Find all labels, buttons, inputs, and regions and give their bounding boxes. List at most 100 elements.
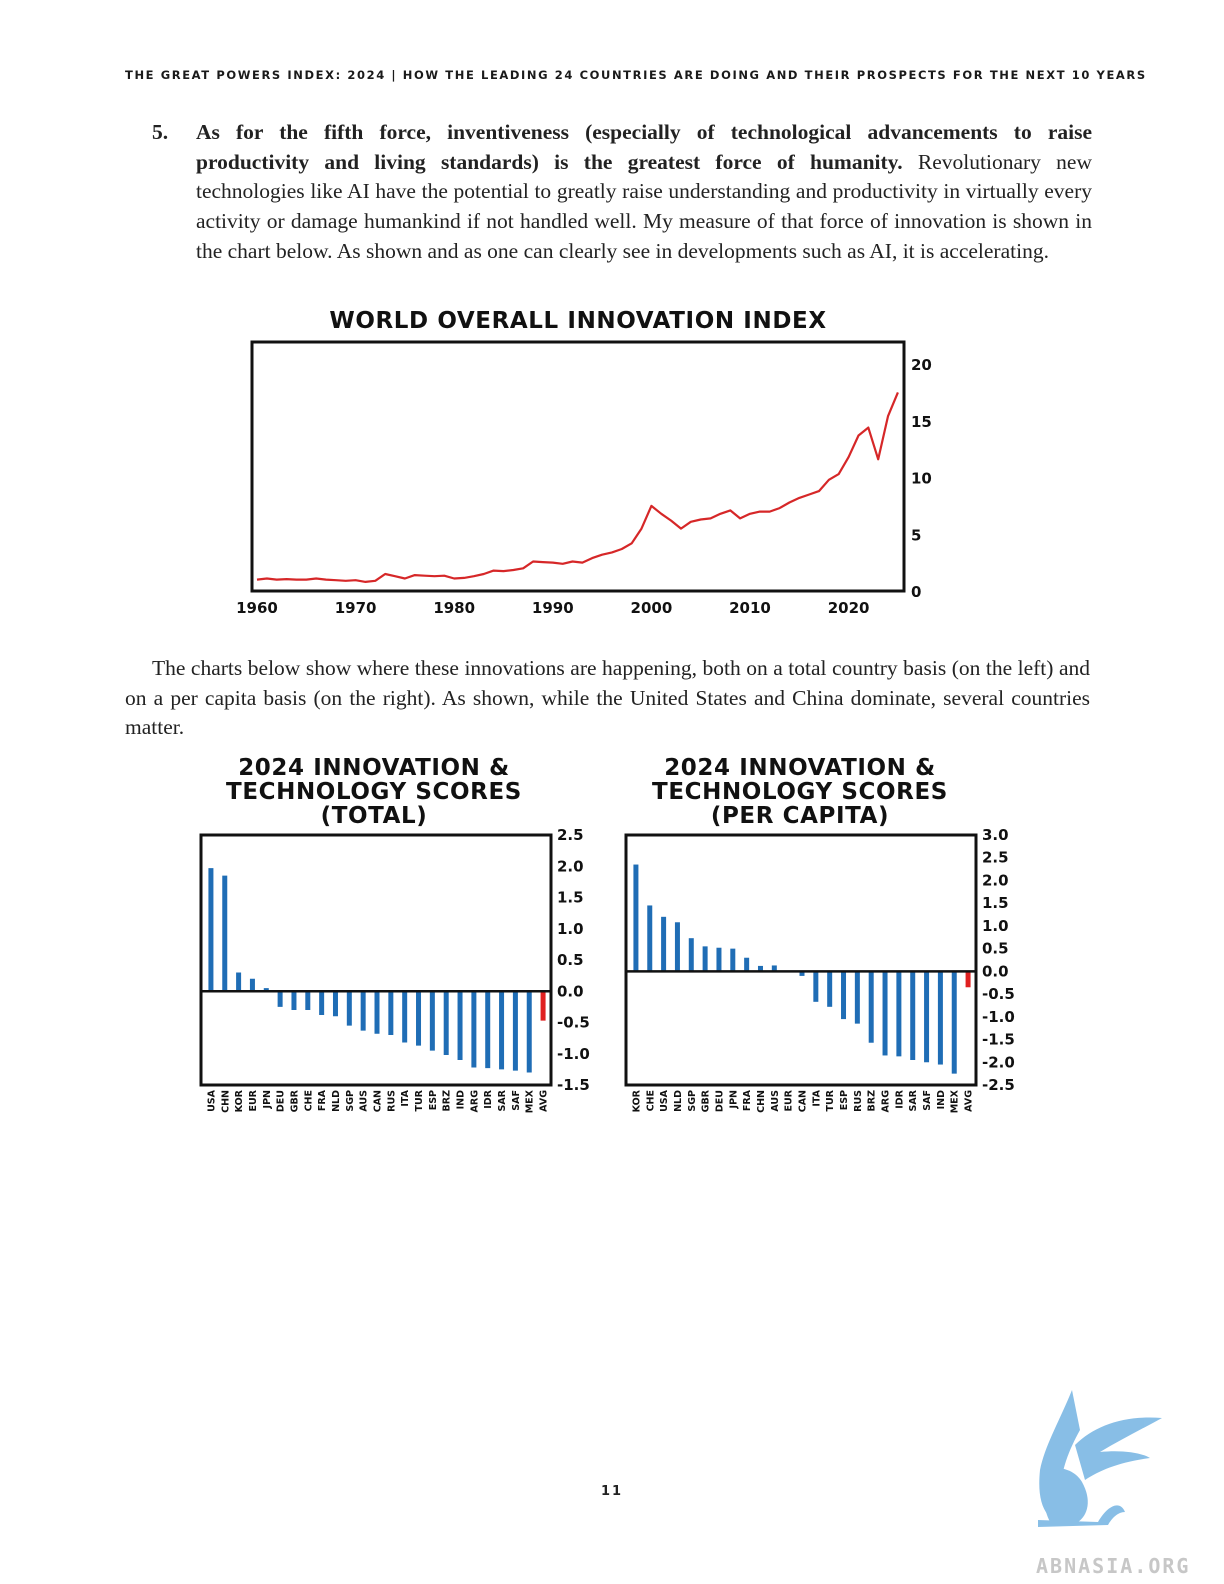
total-bar-ind	[457, 991, 463, 1060]
y-tick-label: 5	[911, 526, 921, 544]
per-capita-bar-sgp	[688, 938, 694, 972]
total-bar-gbr	[291, 991, 297, 1010]
per-capita-bar-gbr	[702, 946, 708, 972]
per-capita-y-tick-label: 0.5	[982, 940, 1009, 958]
per-capita-category-label: CHE	[645, 1090, 656, 1111]
per-capita-y-tick-label: -0.5	[982, 985, 1015, 1003]
per-capita-bar-eur	[785, 971, 791, 973]
innovation-index-line	[256, 391, 899, 584]
per-capita-bar-aus	[771, 965, 777, 972]
total-bar-fra	[319, 991, 325, 1015]
total-bar-jpn	[263, 988, 269, 992]
total-bar-rus	[388, 991, 394, 1035]
line-chart-title: WORLD OVERALL INNOVATION INDEX	[329, 308, 827, 334]
y-tick-label: 0	[911, 583, 921, 601]
per-capita-category-label: ARG	[881, 1090, 892, 1113]
total-bar-mex	[526, 991, 532, 1073]
charts-intro-paragraph: The charts below show where these innova…	[125, 656, 1090, 740]
per-capita-bar-deu	[716, 947, 722, 972]
y-tick-label: 10	[911, 470, 932, 488]
total-y-tick-label: 2.0	[557, 857, 584, 875]
point-number: 5.	[152, 120, 169, 144]
per-capita-bar-chart-frame	[624, 833, 978, 1087]
per-capita-bar-kor	[633, 864, 639, 972]
total-category-label: GBR	[289, 1089, 300, 1112]
total-category-label: CHN	[220, 1090, 231, 1113]
total-bar-ita	[402, 991, 408, 1043]
per-capita-category-label: ESP	[839, 1090, 850, 1110]
per-capita-bar-chart-title: 2024 INNOVATION & TECHNOLOGY SCORES (PER…	[652, 755, 948, 829]
total-category-label: USA	[206, 1089, 217, 1112]
total-category-label: AUS	[359, 1090, 370, 1112]
per-capita-category-label: CAN	[798, 1090, 809, 1112]
total-bar-usa	[208, 868, 214, 992]
per-capita-bar-rus	[854, 971, 860, 1024]
total-bar-chart-frame	[199, 833, 553, 1087]
per-capita-category-label: DEU	[714, 1090, 725, 1112]
total-category-label: JPN	[262, 1090, 273, 1109]
total-bar-tur	[416, 991, 422, 1046]
total-category-label: BRZ	[442, 1090, 453, 1112]
total-bar-saf	[512, 991, 518, 1071]
per-capita-category-label: NLD	[673, 1090, 684, 1112]
total-category-label: FRA	[317, 1089, 328, 1111]
per-capita-category-label: SGP	[687, 1090, 698, 1112]
total-category-label: EUR	[248, 1089, 259, 1111]
per-capita-category-label: IDR	[894, 1089, 905, 1108]
total-y-tick-label: 0.5	[557, 951, 584, 969]
total-bar-brz	[443, 991, 449, 1055]
per-capita-category-label: EUR	[784, 1089, 795, 1111]
per-capita-y-tick-label: -2.0	[982, 1053, 1015, 1071]
point-five-text: Revolutionary new technologies like AI h…	[196, 149, 1092, 263]
total-y-tick-label: -0.5	[557, 1014, 590, 1032]
per-capita-bar-nld	[674, 922, 680, 972]
total-y-tick-label: -1.0	[557, 1045, 590, 1063]
per-capita-category-label: BRZ	[867, 1090, 878, 1112]
per-capita-bar-che	[647, 905, 653, 972]
total-category-label: SAR	[497, 1089, 508, 1111]
total-category-label: TUR	[414, 1089, 425, 1111]
y-tick-label: 15	[911, 413, 932, 431]
total-category-label: MEX	[525, 1089, 536, 1113]
total-bar-avg	[540, 991, 546, 1021]
total-category-label: SAF	[511, 1090, 522, 1111]
per-capita-bar-esp	[841, 971, 847, 1020]
total-y-tick-label: 1.5	[557, 889, 584, 907]
running-header: THE GREAT POWERS INDEX: 2024 | HOW THE L…	[125, 68, 1147, 82]
point-five-paragraph: 5. As for the fifth force, inventiveness…	[152, 118, 1092, 267]
total-bar-kor	[236, 972, 242, 992]
total-bar-sgp	[346, 991, 352, 1026]
point-five-bold-text: As for the fifth force, inventiveness (e…	[196, 120, 1092, 174]
per-capita-bar-arg	[882, 971, 888, 1056]
total-category-label: CAN	[373, 1090, 384, 1112]
per-capita-category-label: JPN	[728, 1090, 739, 1109]
total-category-label: SGP	[345, 1090, 356, 1112]
total-bar-chart-title: 2024 INNOVATION & TECHNOLOGY SCORES (TOT…	[226, 755, 522, 829]
per-capita-bar-tur	[827, 971, 833, 1007]
per-capita-y-tick-label: 3.0	[982, 826, 1009, 844]
total-y-tick-label: 0.0	[557, 982, 584, 1000]
total-y-tick-label: -1.5	[557, 1076, 590, 1094]
per-capita-bar-brz	[868, 971, 874, 1043]
x-tick-label: 2020	[828, 599, 870, 617]
total-category-label: AVG	[539, 1090, 550, 1112]
total-category-label: KOR	[234, 1089, 245, 1112]
per-capita-y-tick-label: 2.0	[982, 871, 1009, 889]
per-capita-bar-usa	[661, 916, 667, 972]
per-capita-bar-fra	[744, 957, 750, 972]
per-capita-category-label: SAR	[908, 1089, 919, 1111]
per-capita-bar-chn	[757, 965, 763, 972]
per-capita-category-label: GBR	[701, 1089, 712, 1112]
per-capita-bar-mex	[951, 971, 957, 1074]
total-bar-idr	[485, 991, 491, 1069]
total-bar-arg	[471, 991, 477, 1068]
total-bar-deu	[277, 991, 283, 1007]
per-capita-category-label: RUS	[853, 1090, 864, 1112]
per-capita-bar-can	[799, 971, 805, 976]
total-category-label: ITA	[400, 1089, 411, 1106]
x-tick-label: 2010	[729, 599, 771, 617]
watermark-text: ABNASIA.ORG	[1036, 1554, 1191, 1578]
total-bar-esp	[429, 991, 435, 1051]
per-capita-y-tick-label: 2.5	[982, 849, 1009, 867]
total-y-tick-label: 1.0	[557, 920, 584, 938]
